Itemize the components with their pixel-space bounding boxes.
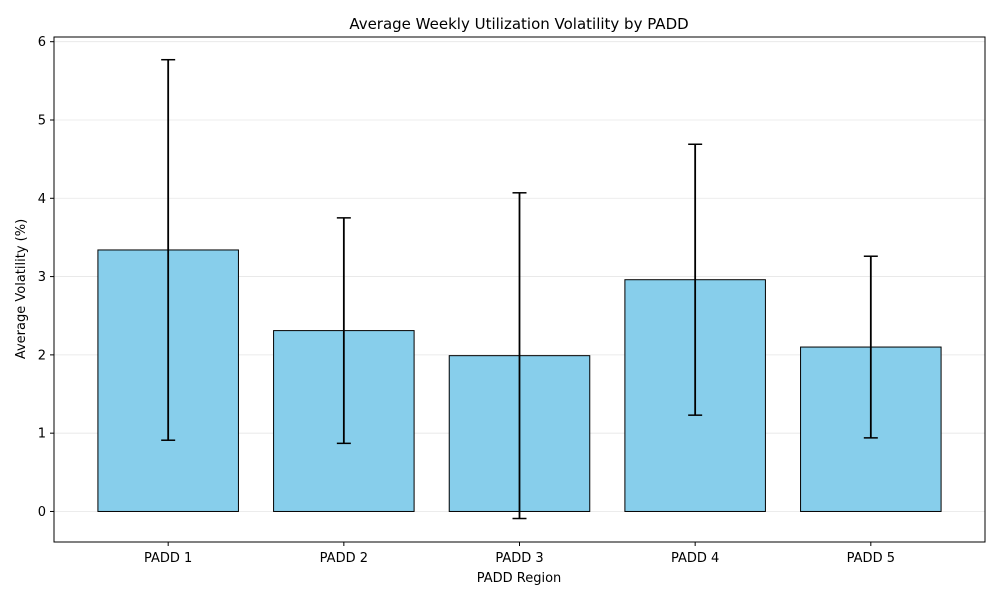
y-tick-label: 1 <box>38 427 46 442</box>
y-axis: 0 1 2 3 4 5 6 <box>38 35 54 520</box>
y-axis-label: Average Volatility (%) <box>14 219 29 359</box>
x-axis-label: PADD Region <box>477 571 562 586</box>
y-tick-label: 3 <box>38 270 46 285</box>
y-tick-label: 2 <box>38 348 46 363</box>
y-tick-label: 5 <box>38 113 46 128</box>
y-tick-label: 6 <box>38 35 46 50</box>
x-tick-label: PADD 2 <box>320 551 368 566</box>
error-bars <box>161 58 878 520</box>
chart-title: Average Weekly Utilization Volatility by… <box>349 15 688 33</box>
x-tick-label: PADD 1 <box>144 551 192 566</box>
x-tick-label: PADD 5 <box>847 551 895 566</box>
x-tick-label: PADD 4 <box>671 551 719 566</box>
y-tick-label: 4 <box>38 192 46 207</box>
x-axis: PADD 1 PADD 2 PADD 3 PADD 4 PADD 5 <box>144 542 895 566</box>
x-tick-label: PADD 3 <box>495 551 543 566</box>
y-tick-label: 0 <box>38 505 46 520</box>
